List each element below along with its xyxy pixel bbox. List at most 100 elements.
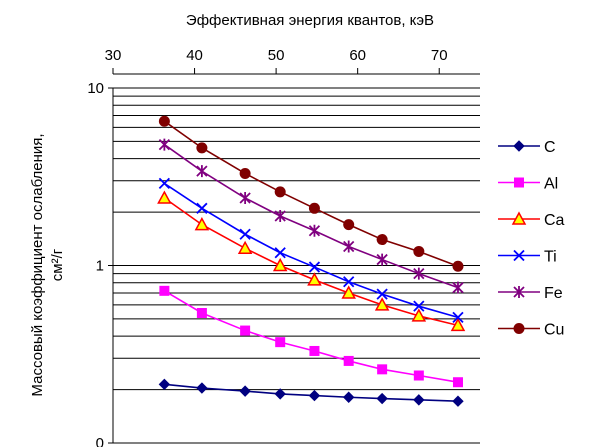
series-line-c bbox=[164, 383, 459, 402]
x-tick-label: 70 bbox=[431, 47, 448, 64]
data-point-al bbox=[377, 364, 388, 375]
legend-label-al: Al bbox=[544, 176, 558, 193]
data-point-fe bbox=[158, 138, 171, 151]
legend-label-ca: Ca bbox=[544, 212, 565, 229]
data-point-fe bbox=[413, 267, 425, 280]
x-axis-title: Эффективная энергия квантов, кэВ bbox=[186, 12, 434, 29]
data-point-c bbox=[308, 389, 321, 402]
data-point-c bbox=[239, 385, 251, 397]
data-point-c bbox=[376, 392, 388, 405]
data-point-ti bbox=[452, 311, 464, 324]
data-point-al bbox=[343, 355, 354, 366]
data-point-c bbox=[342, 391, 355, 403]
data-point-fe bbox=[239, 192, 251, 205]
series-ca bbox=[157, 190, 466, 332]
data-point-ti bbox=[158, 177, 171, 190]
data-point-ca bbox=[194, 217, 210, 231]
legend-label-ti: Ti bbox=[544, 249, 557, 266]
data-point-cu bbox=[452, 260, 464, 272]
data-point-ti bbox=[376, 288, 388, 300]
series-al bbox=[159, 285, 463, 388]
data-point-cu bbox=[274, 186, 286, 198]
data-point-c bbox=[158, 378, 171, 391]
legend-marker-ca bbox=[511, 211, 527, 225]
data-point-al bbox=[275, 337, 286, 348]
data-point-ti bbox=[343, 276, 355, 288]
data-point-ca bbox=[341, 285, 356, 299]
legend-label-c: C bbox=[544, 139, 556, 156]
data-point-al bbox=[309, 345, 320, 356]
legend-marker-al bbox=[514, 177, 524, 188]
data-point-cu bbox=[308, 202, 320, 214]
legend-marker-fe bbox=[513, 286, 525, 298]
data-point-al bbox=[159, 285, 170, 296]
legend-marker-ti bbox=[513, 249, 525, 262]
series-lines bbox=[157, 115, 466, 407]
x-tick-label: 50 bbox=[268, 47, 285, 64]
data-point-ca bbox=[307, 272, 322, 286]
data-point-c bbox=[274, 388, 286, 400]
y-axis-title-line2: см²/г bbox=[49, 248, 66, 281]
data-point-cu bbox=[158, 115, 170, 127]
series-line-cu bbox=[163, 120, 459, 268]
data-point-ti bbox=[308, 261, 321, 273]
x-tick-label: 30 bbox=[105, 47, 122, 64]
data-point-fe bbox=[343, 240, 355, 253]
data-point-fe bbox=[274, 210, 286, 223]
data-point-ca bbox=[450, 317, 466, 332]
legend-item-ca: Ca bbox=[498, 211, 565, 229]
data-point-cu bbox=[239, 167, 251, 179]
data-point-ca bbox=[374, 297, 390, 311]
data-point-ca bbox=[157, 190, 172, 204]
data-point-ti bbox=[239, 228, 251, 240]
data-point-ti bbox=[196, 202, 208, 214]
y-tick-label: 10 bbox=[87, 80, 104, 97]
legend: C Al Ca Ti Fe Cu bbox=[498, 139, 565, 339]
data-point-al bbox=[413, 370, 424, 381]
data-point-c bbox=[452, 395, 464, 407]
legend-item-ti: Ti bbox=[498, 249, 557, 266]
data-point-ti bbox=[274, 247, 286, 259]
legend-item-cu: Cu bbox=[498, 322, 564, 339]
data-point-al bbox=[240, 325, 251, 336]
data-point-cu bbox=[376, 234, 388, 246]
y-axis-title: Массовый коэффициент ослабления, см²/г bbox=[29, 133, 66, 396]
gridlines bbox=[113, 87, 480, 444]
data-point-al bbox=[452, 377, 463, 388]
series-c bbox=[158, 378, 464, 407]
data-point-fe bbox=[452, 281, 464, 294]
data-point-ca bbox=[237, 240, 253, 255]
data-point-c bbox=[413, 394, 425, 406]
x-tick-label: 60 bbox=[349, 47, 366, 64]
data-point-cu bbox=[413, 245, 425, 257]
legend-marker-c bbox=[513, 140, 525, 152]
y-tick-label: 0 bbox=[96, 435, 104, 447]
axes bbox=[108, 68, 480, 444]
series-fe bbox=[158, 138, 464, 294]
legend-label-fe: Fe bbox=[544, 285, 563, 302]
data-point-c bbox=[196, 382, 208, 394]
data-point-fe bbox=[376, 253, 388, 266]
legend-item-c: C bbox=[498, 139, 556, 156]
series-line-ca bbox=[163, 197, 459, 327]
data-point-fe bbox=[196, 165, 208, 178]
data-point-al bbox=[196, 308, 207, 319]
series-cu bbox=[158, 115, 464, 272]
data-point-fe bbox=[308, 224, 321, 237]
legend-marker-cu bbox=[513, 323, 525, 334]
series-ti bbox=[158, 177, 464, 324]
data-point-ca bbox=[272, 257, 288, 272]
data-point-cu bbox=[196, 142, 208, 154]
data-point-ti bbox=[413, 300, 425, 312]
data-point-cu bbox=[343, 219, 355, 231]
data-point-ca bbox=[411, 308, 427, 322]
y-axis-title-line1: Массовый коэффициент ослабления, bbox=[29, 133, 46, 396]
legend-item-fe: Fe bbox=[498, 285, 563, 302]
legend-label-cu: Cu bbox=[544, 322, 564, 339]
x-tick-label: 40 bbox=[186, 47, 203, 64]
x-tick-labels: 30 40 50 60 70 bbox=[105, 47, 448, 64]
legend-item-al: Al bbox=[498, 176, 558, 193]
y-tick-label: 1 bbox=[96, 258, 104, 275]
